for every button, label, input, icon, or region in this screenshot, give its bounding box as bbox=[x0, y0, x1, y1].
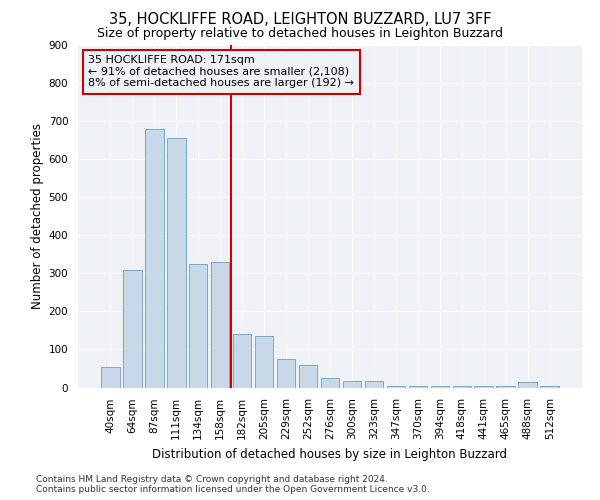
X-axis label: Distribution of detached houses by size in Leighton Buzzard: Distribution of detached houses by size … bbox=[152, 448, 508, 460]
Y-axis label: Number of detached properties: Number of detached properties bbox=[31, 123, 44, 309]
Text: Contains HM Land Registry data © Crown copyright and database right 2024.
Contai: Contains HM Land Registry data © Crown c… bbox=[36, 474, 430, 494]
Bar bbox=[496, 386, 515, 388]
Bar bbox=[299, 364, 317, 388]
Bar bbox=[365, 380, 383, 388]
Bar bbox=[409, 386, 427, 388]
Bar bbox=[123, 270, 142, 388]
Text: 35, HOCKLIFFE ROAD, LEIGHTON BUZZARD, LU7 3FF: 35, HOCKLIFFE ROAD, LEIGHTON BUZZARD, LU… bbox=[109, 12, 491, 28]
Bar bbox=[145, 128, 164, 388]
Bar bbox=[277, 359, 295, 388]
Bar bbox=[255, 336, 274, 388]
Text: Size of property relative to detached houses in Leighton Buzzard: Size of property relative to detached ho… bbox=[97, 28, 503, 40]
Text: 35 HOCKLIFFE ROAD: 171sqm
← 91% of detached houses are smaller (2,108)
8% of sem: 35 HOCKLIFFE ROAD: 171sqm ← 91% of detac… bbox=[88, 56, 354, 88]
Bar bbox=[541, 386, 559, 388]
Bar bbox=[343, 380, 361, 388]
Bar bbox=[189, 264, 208, 388]
Bar bbox=[211, 262, 229, 388]
Bar bbox=[233, 334, 251, 388]
Bar bbox=[101, 366, 119, 388]
Bar bbox=[167, 138, 185, 388]
Bar bbox=[431, 386, 449, 388]
Bar bbox=[386, 386, 405, 388]
Bar bbox=[518, 382, 537, 388]
Bar bbox=[320, 378, 340, 388]
Bar bbox=[452, 386, 471, 388]
Bar bbox=[475, 386, 493, 388]
